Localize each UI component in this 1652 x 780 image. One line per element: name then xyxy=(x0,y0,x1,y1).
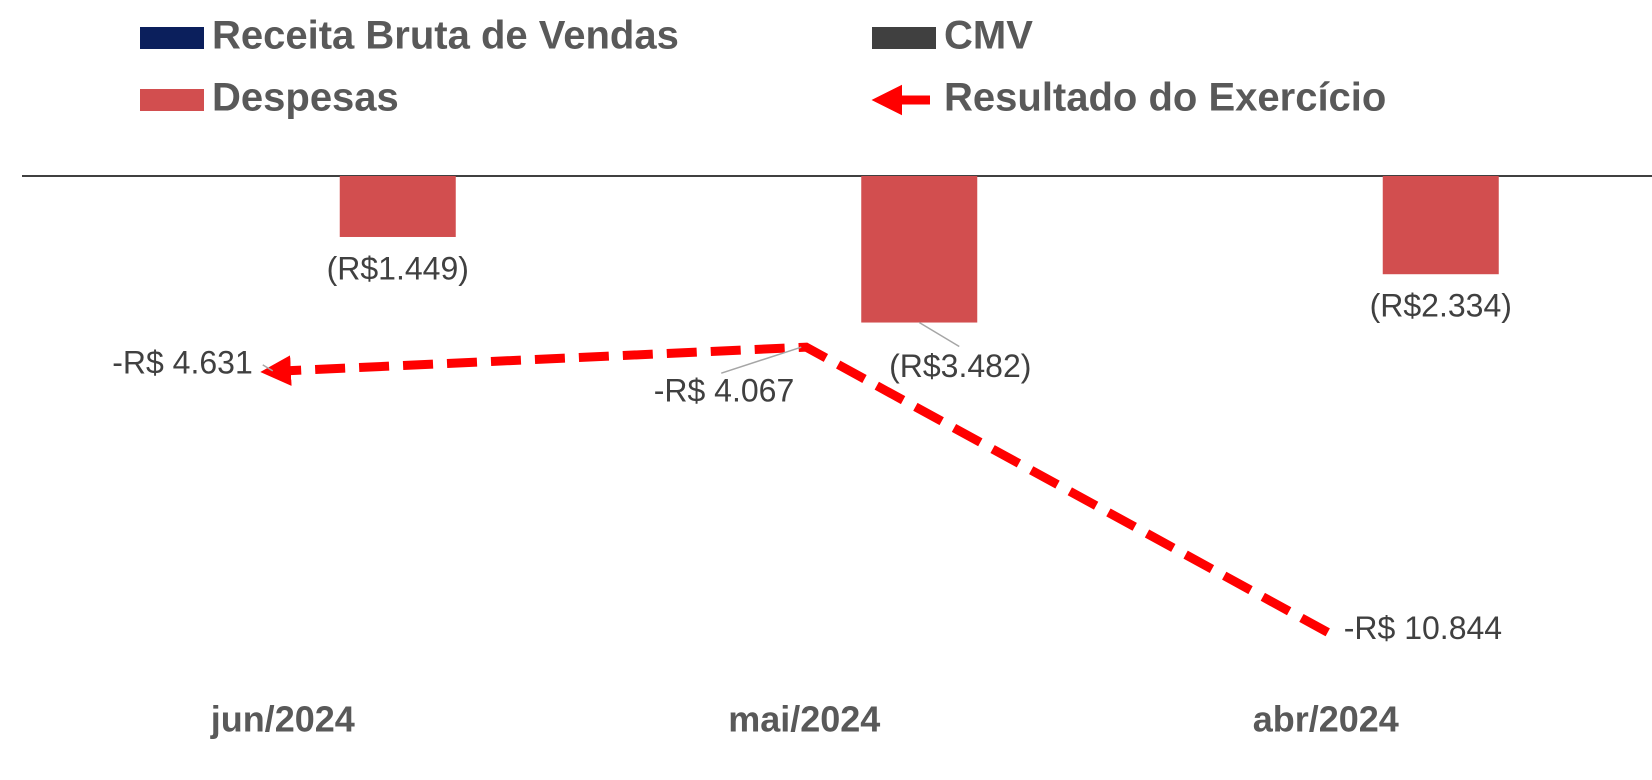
data-label: -R$ 10.844 xyxy=(1344,610,1502,646)
data-label: -R$ 4.067 xyxy=(654,373,795,409)
bar xyxy=(1382,176,1499,275)
data-label: (R$1.449) xyxy=(327,250,469,286)
x-tick-label: jun/2024 xyxy=(210,699,355,740)
x-tick-label: abr/2024 xyxy=(1253,699,1399,740)
legend-swatch xyxy=(140,27,204,49)
bar xyxy=(861,176,978,323)
x-tick-label: mai/2024 xyxy=(728,699,880,740)
leader-line xyxy=(721,346,802,374)
data-label: (R$3.482) xyxy=(889,348,1031,384)
leader-line xyxy=(918,321,960,348)
legend-label: Receita Bruta de Vendas xyxy=(212,14,679,58)
leader-line xyxy=(262,364,274,372)
legend-label: Resultado do Exercício xyxy=(944,76,1386,120)
line xyxy=(260,342,1330,637)
data-label: (R$2.334) xyxy=(1370,288,1512,324)
legend-swatch xyxy=(872,27,936,49)
legend-swatch xyxy=(140,89,204,111)
legend-label: Despesas xyxy=(212,76,399,120)
data-label: -R$ 4.631 xyxy=(112,344,253,380)
bar xyxy=(339,176,456,237)
legend-label: CMV xyxy=(944,14,1033,58)
